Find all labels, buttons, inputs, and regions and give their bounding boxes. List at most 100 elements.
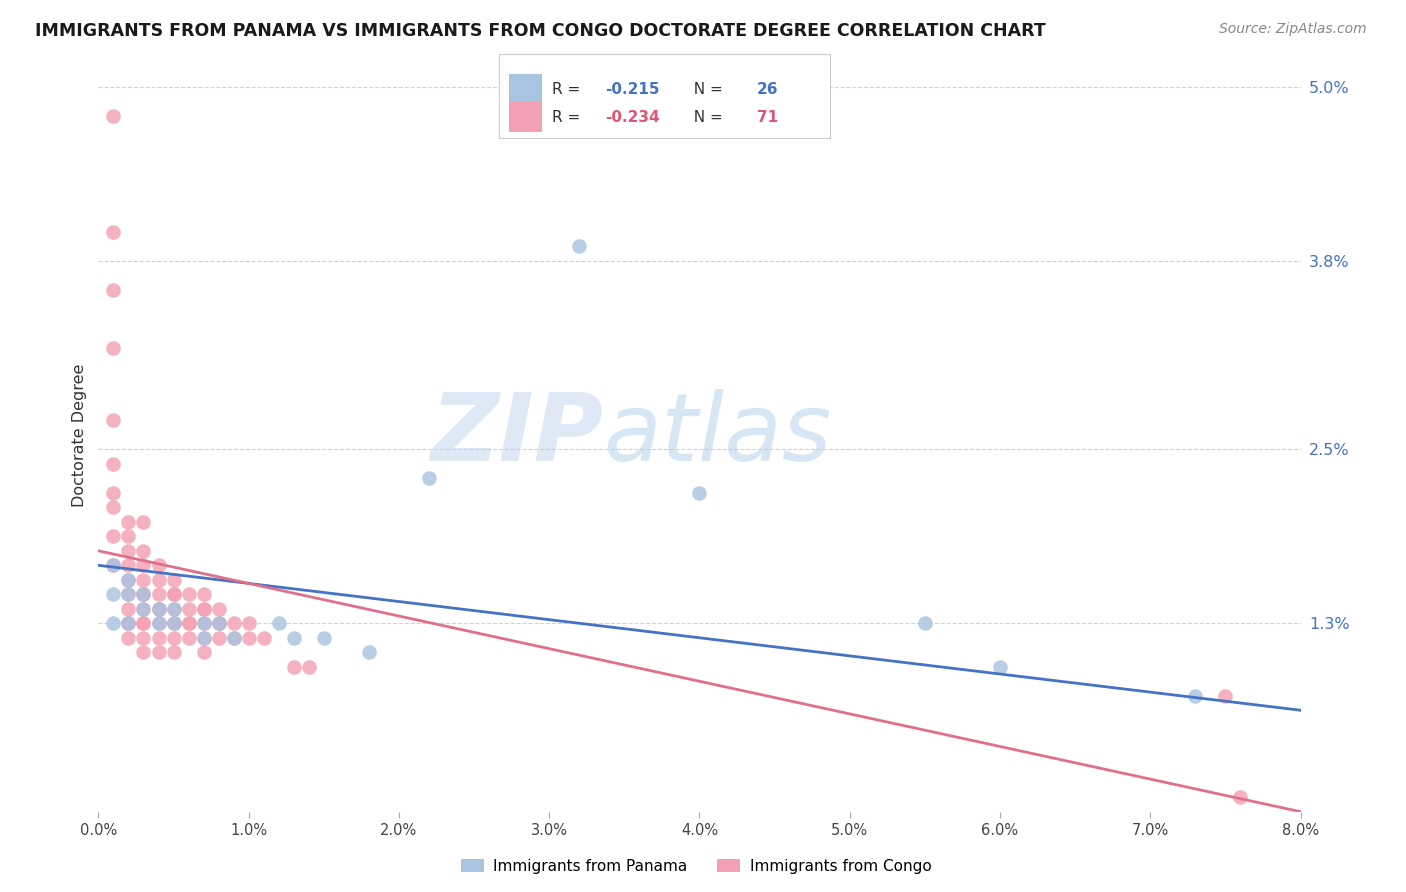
- Point: [689, 485, 711, 500]
- Point: [283, 631, 305, 645]
- Point: [238, 631, 260, 645]
- Point: [132, 601, 155, 615]
- Point: [117, 587, 139, 601]
- Point: [103, 616, 125, 631]
- Point: [117, 587, 139, 601]
- Point: [132, 616, 155, 631]
- Point: [988, 660, 1011, 674]
- Point: [103, 109, 125, 123]
- Point: [103, 558, 125, 573]
- Point: [103, 500, 125, 515]
- Text: R =: R =: [553, 81, 585, 96]
- Legend: Immigrants from Panama, Immigrants from Congo: Immigrants from Panama, Immigrants from …: [454, 853, 938, 880]
- Text: IMMIGRANTS FROM PANAMA VS IMMIGRANTS FROM CONGO DOCTORATE DEGREE CORRELATION CHA: IMMIGRANTS FROM PANAMA VS IMMIGRANTS FRO…: [35, 22, 1046, 40]
- Point: [193, 616, 215, 631]
- Point: [222, 631, 245, 645]
- Point: [253, 631, 276, 645]
- Point: [162, 601, 184, 615]
- Text: 71: 71: [756, 110, 778, 125]
- Point: [162, 587, 184, 601]
- Point: [117, 573, 139, 587]
- Point: [132, 645, 155, 659]
- Point: [208, 616, 231, 631]
- Point: [132, 587, 155, 601]
- Point: [132, 573, 155, 587]
- Point: [193, 631, 215, 645]
- Point: [193, 631, 215, 645]
- Point: [357, 645, 380, 659]
- Point: [148, 645, 170, 659]
- Bar: [509, 103, 543, 132]
- Text: -0.234: -0.234: [605, 110, 659, 125]
- Bar: [509, 74, 543, 104]
- Point: [148, 616, 170, 631]
- Point: [117, 558, 139, 573]
- Point: [148, 601, 170, 615]
- Text: Source: ZipAtlas.com: Source: ZipAtlas.com: [1219, 22, 1367, 37]
- Point: [193, 587, 215, 601]
- Point: [117, 616, 139, 631]
- Point: [148, 573, 170, 587]
- Point: [117, 529, 139, 543]
- Point: [208, 616, 231, 631]
- Point: [162, 616, 184, 631]
- Point: [208, 616, 231, 631]
- Text: 26: 26: [756, 81, 779, 96]
- Point: [208, 601, 231, 615]
- Point: [162, 645, 184, 659]
- Point: [914, 616, 936, 631]
- Point: [132, 616, 155, 631]
- Point: [117, 631, 139, 645]
- Point: [177, 601, 200, 615]
- Point: [148, 601, 170, 615]
- Point: [117, 616, 139, 631]
- Point: [162, 616, 184, 631]
- Point: [148, 587, 170, 601]
- Point: [132, 515, 155, 529]
- Point: [132, 601, 155, 615]
- Point: [222, 616, 245, 631]
- Point: [1184, 689, 1206, 703]
- Point: [132, 587, 155, 601]
- Point: [148, 601, 170, 615]
- Point: [162, 601, 184, 615]
- Y-axis label: Doctorate Degree: Doctorate Degree: [72, 363, 87, 507]
- Text: -0.215: -0.215: [605, 81, 659, 96]
- Point: [148, 631, 170, 645]
- Point: [117, 544, 139, 558]
- Point: [103, 341, 125, 355]
- Point: [162, 631, 184, 645]
- Point: [103, 558, 125, 573]
- Text: ZIP: ZIP: [430, 389, 603, 481]
- Point: [117, 616, 139, 631]
- Point: [103, 529, 125, 543]
- Point: [312, 631, 335, 645]
- Point: [193, 601, 215, 615]
- Point: [283, 660, 305, 674]
- Point: [148, 616, 170, 631]
- Point: [208, 631, 231, 645]
- Point: [177, 616, 200, 631]
- Point: [132, 587, 155, 601]
- Point: [298, 660, 321, 674]
- Point: [238, 616, 260, 631]
- Text: R =: R =: [553, 110, 585, 125]
- Point: [117, 601, 139, 615]
- Text: N =: N =: [685, 110, 728, 125]
- Text: N =: N =: [685, 81, 728, 96]
- Point: [103, 283, 125, 297]
- Point: [193, 645, 215, 659]
- Point: [177, 616, 200, 631]
- Point: [103, 587, 125, 601]
- Point: [103, 457, 125, 471]
- Point: [103, 225, 125, 239]
- Point: [132, 558, 155, 573]
- Point: [177, 587, 200, 601]
- Point: [162, 587, 184, 601]
- Point: [418, 471, 440, 485]
- Point: [117, 515, 139, 529]
- Point: [103, 413, 125, 427]
- Point: [132, 544, 155, 558]
- Point: [1229, 790, 1251, 805]
- Point: [222, 631, 245, 645]
